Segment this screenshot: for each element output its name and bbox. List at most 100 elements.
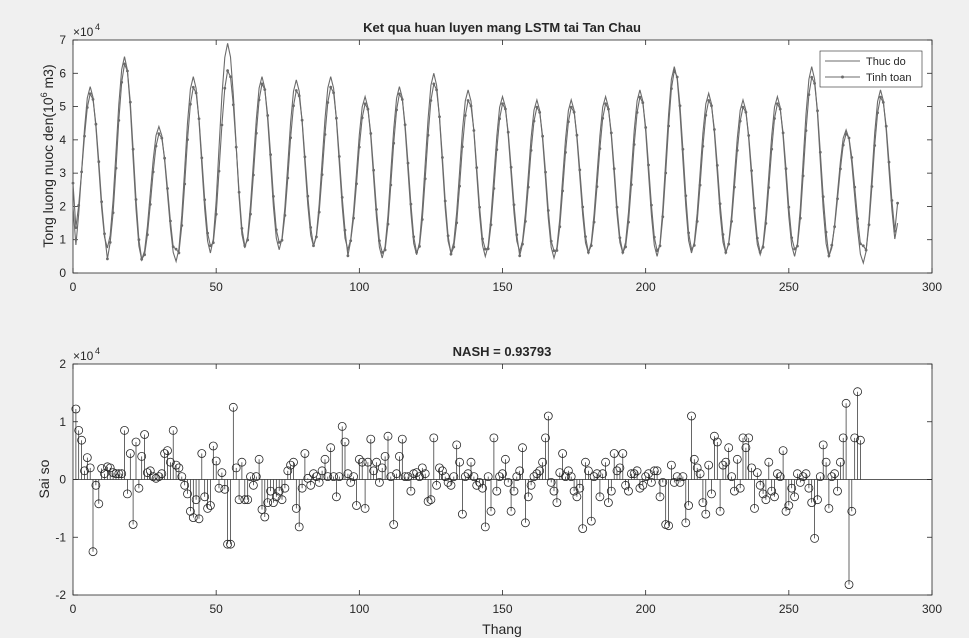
error-marker — [354, 454, 364, 464]
computed-point — [778, 107, 782, 111]
computed-point — [604, 102, 607, 106]
computed-point — [237, 190, 241, 194]
computed-point — [217, 169, 221, 173]
computed-point — [853, 185, 857, 189]
computed-point — [498, 117, 501, 121]
computed-point — [469, 104, 473, 108]
error-marker — [74, 425, 84, 435]
computed-point — [143, 253, 147, 257]
computed-point — [701, 144, 705, 148]
error-marker — [775, 472, 785, 482]
computed-point — [721, 233, 725, 236]
error-marker — [286, 460, 296, 470]
error-marker — [735, 483, 745, 493]
computed-point — [375, 208, 378, 211]
error-marker — [386, 472, 396, 482]
bottom-ytick-label: 0 — [59, 473, 66, 487]
error-marker — [214, 483, 224, 493]
error-marker — [684, 501, 693, 510]
error-marker — [157, 469, 167, 479]
computed-point — [206, 231, 210, 235]
error-marker — [841, 398, 851, 408]
error-marker — [323, 472, 333, 482]
error-marker — [145, 466, 155, 476]
computed-point — [300, 118, 304, 122]
computed-point — [97, 160, 101, 164]
legend-swatch-computed-marker — [841, 75, 844, 79]
error-marker — [160, 449, 170, 458]
computed-point — [137, 238, 141, 242]
computed-point — [108, 241, 112, 244]
computed-point — [569, 105, 573, 109]
computed-point — [589, 244, 593, 248]
error-marker — [271, 492, 281, 502]
computed-point — [839, 167, 842, 171]
computed-point — [263, 88, 267, 91]
computed-point — [77, 204, 81, 207]
bottom-ytick-label: 2 — [59, 357, 66, 371]
computed-point — [887, 160, 891, 164]
computed-point — [88, 92, 92, 96]
computed-point — [770, 147, 774, 151]
top-series-lines — [71, 43, 899, 266]
error-marker — [621, 480, 630, 490]
computed-point — [667, 124, 670, 128]
error-marker — [429, 433, 439, 443]
error-marker — [500, 454, 510, 464]
computed-point — [816, 109, 819, 113]
error-marker — [257, 505, 267, 514]
error-marker — [203, 503, 213, 513]
computed-point — [223, 86, 227, 90]
computed-point — [146, 233, 149, 237]
error-marker — [297, 483, 307, 493]
computed-point — [111, 211, 115, 215]
computed-point — [521, 242, 524, 246]
bottom-ytick-label: -2 — [55, 588, 66, 602]
computed-point — [209, 244, 212, 248]
error-marker — [88, 547, 98, 557]
computed-point — [818, 150, 822, 154]
error-marker — [463, 469, 473, 479]
top-xtick-label: 250 — [779, 280, 799, 294]
error-marker — [234, 495, 244, 505]
computed-point — [134, 198, 138, 201]
error-marker — [151, 473, 161, 483]
computed-point — [154, 144, 158, 148]
top-ytick-label: 4 — [59, 133, 66, 147]
computed-point — [486, 247, 490, 251]
error-marker — [581, 457, 590, 467]
error-marker — [432, 480, 442, 490]
computed-point — [635, 111, 639, 114]
error-marker — [538, 457, 547, 467]
computed-point — [214, 212, 218, 216]
error-marker — [847, 506, 857, 516]
computed-point — [652, 235, 656, 239]
computed-point — [735, 149, 739, 152]
error-marker — [712, 437, 722, 447]
computed-point — [678, 104, 682, 108]
computed-point — [461, 145, 464, 149]
computed-point — [555, 249, 559, 252]
computed-point — [790, 236, 794, 240]
computed-point — [813, 82, 816, 85]
error-marker — [807, 498, 817, 508]
error-marker — [397, 434, 407, 444]
computed-point — [561, 189, 564, 193]
error-marker — [515, 466, 525, 476]
top-axis-ticks: 0 50 100 150 200 250 300 0 1 2 3 4 5 6 7 — [59, 33, 942, 294]
computed-point — [306, 194, 310, 198]
computed-point — [873, 144, 877, 147]
computed-point — [289, 136, 292, 140]
error-marker — [652, 466, 662, 476]
error-marker — [541, 433, 550, 443]
error-marker — [784, 501, 794, 510]
top-ytick-label: 6 — [59, 66, 66, 80]
error-marker — [346, 477, 356, 487]
error-marker — [506, 506, 516, 516]
error-marker — [105, 463, 115, 473]
error-marker — [311, 472, 321, 482]
computed-point — [123, 62, 126, 66]
series-line-measured — [72, 43, 899, 266]
error-marker — [833, 486, 842, 496]
error-marker — [793, 469, 802, 479]
